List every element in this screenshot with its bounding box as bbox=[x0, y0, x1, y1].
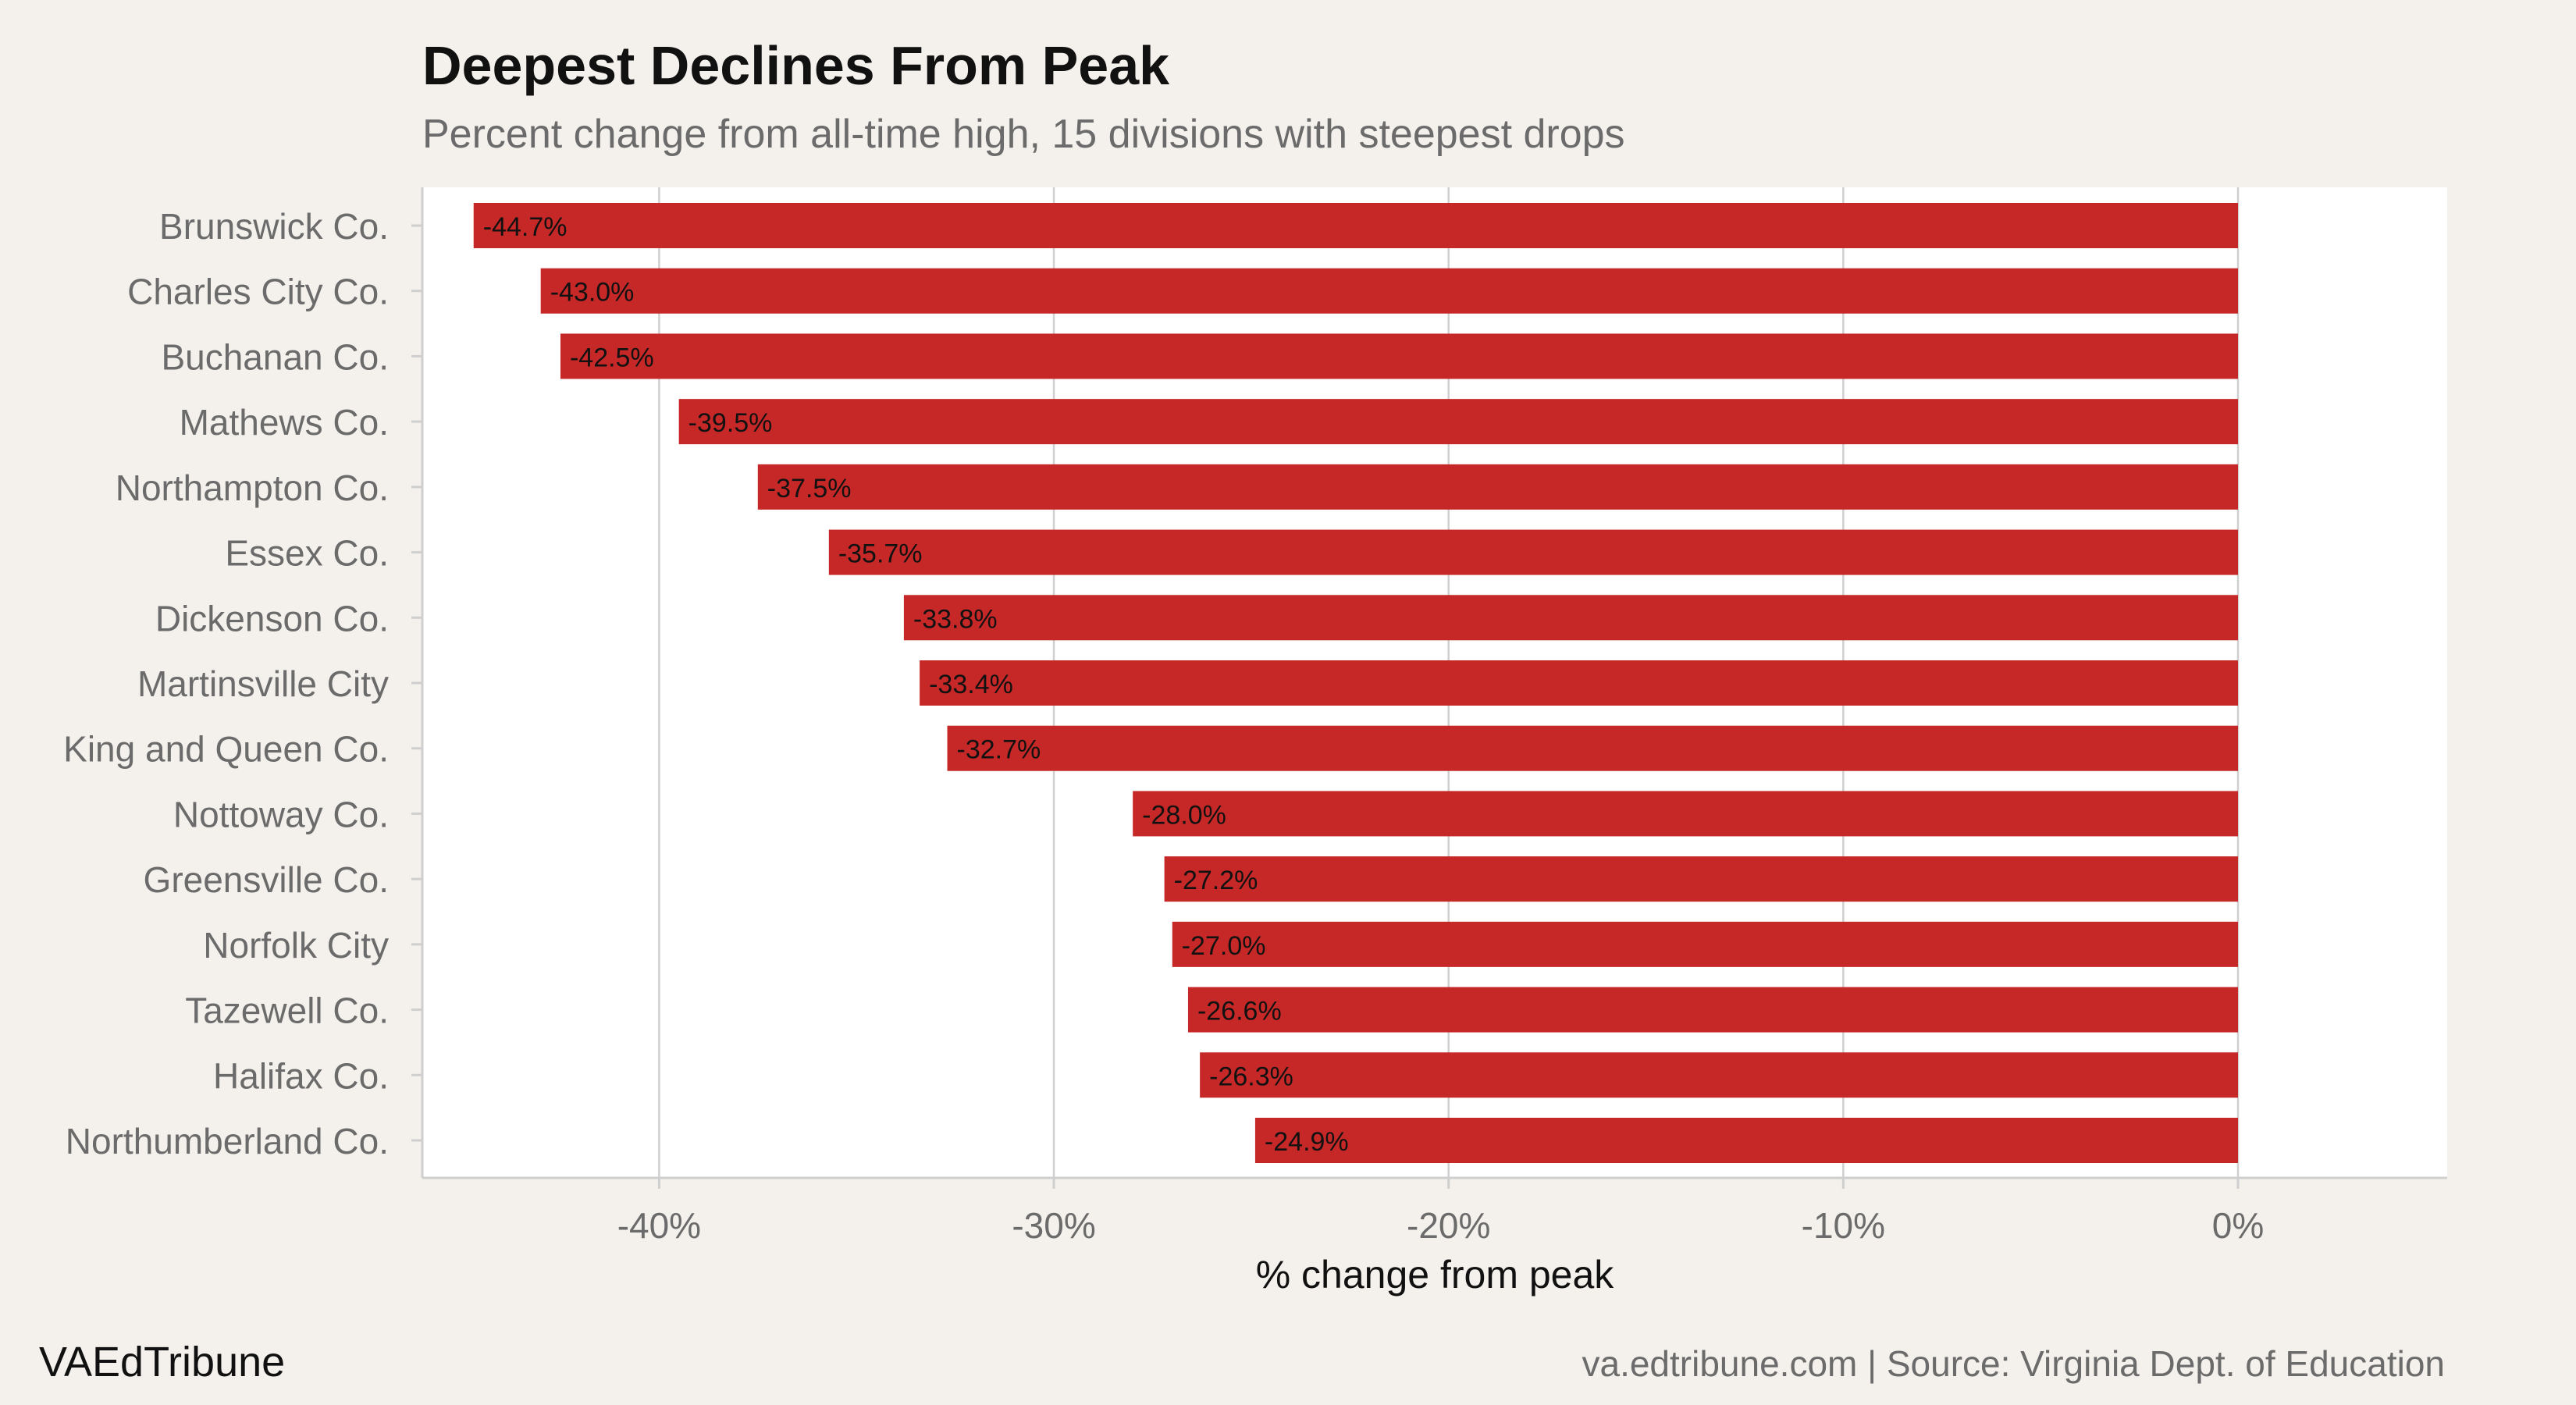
bar bbox=[473, 203, 2239, 248]
x-tick-label: -30% bbox=[1012, 1205, 1095, 1246]
chart-subtitle: Percent change from all-time high, 15 di… bbox=[422, 112, 1625, 157]
bar bbox=[540, 268, 2239, 314]
category-label: King and Queen Co. bbox=[63, 729, 389, 770]
bar-value-label: -27.0% bbox=[1182, 931, 1266, 961]
category-labels: Brunswick Co. Charles City Co. Buchanan Co… bbox=[63, 206, 422, 1161]
category-label: Northumberland Co. bbox=[66, 1121, 389, 1161]
bar bbox=[1172, 921, 2239, 967]
bar-value-label: -43.0% bbox=[550, 278, 635, 308]
bar-value-label: -33.4% bbox=[929, 670, 1013, 699]
x-tick-label: 0% bbox=[2212, 1205, 2264, 1246]
category-label: Nottoway Co. bbox=[173, 794, 389, 834]
x-axis-label: % change from peak bbox=[1256, 1253, 1615, 1297]
bar bbox=[920, 660, 2239, 706]
category-label: Martinsville City bbox=[137, 663, 389, 704]
bar bbox=[560, 333, 2239, 379]
x-tick-label: -20% bbox=[1407, 1205, 1490, 1246]
bars bbox=[473, 203, 2239, 1163]
x-tick-labels: -40% -30% -20% -10% 0% bbox=[617, 1205, 2265, 1246]
bar bbox=[678, 399, 2239, 445]
bar bbox=[903, 595, 2239, 641]
bar-value-label: -24.9% bbox=[1265, 1127, 1349, 1157]
bar-value-label: -27.2% bbox=[1174, 866, 1258, 895]
category-label: Halifax Co. bbox=[213, 1055, 389, 1096]
bar bbox=[1133, 791, 2239, 837]
category-label: Mathews Co. bbox=[180, 402, 389, 443]
category-label: Northampton Co. bbox=[116, 468, 389, 508]
bar bbox=[828, 529, 2239, 575]
bar-value-label: -42.5% bbox=[570, 343, 654, 372]
category-label: Brunswick Co. bbox=[159, 206, 389, 247]
bar-value-label: -39.5% bbox=[688, 408, 773, 438]
category-label: Tazewell Co. bbox=[185, 991, 389, 1031]
bar-value-label: -33.8% bbox=[913, 604, 998, 634]
category-label: Norfolk City bbox=[203, 925, 389, 966]
bar bbox=[1200, 1052, 2239, 1098]
bar-value-label: -37.5% bbox=[767, 474, 852, 503]
data-labels: -44.7% -43.0% -42.5% -39.5% -37.5% -35.7% -33.… bbox=[483, 212, 1349, 1157]
bar bbox=[1254, 1118, 2239, 1163]
x-tick-label: -40% bbox=[617, 1205, 701, 1246]
x-tick-label: -10% bbox=[1802, 1205, 1885, 1246]
bar-value-label: -35.7% bbox=[838, 539, 923, 569]
source-note: va.edtribune.com | Source: Virginia Dept… bbox=[1582, 1343, 2445, 1384]
bar-value-label: -26.6% bbox=[1197, 997, 1282, 1026]
bar bbox=[1164, 856, 2239, 902]
bar-value-label: -28.0% bbox=[1142, 800, 1226, 830]
bar-value-label: -26.3% bbox=[1209, 1062, 1293, 1091]
bar-value-label: -44.7% bbox=[483, 212, 568, 242]
category-label: Charles City Co. bbox=[127, 272, 389, 312]
brand-label: VAEdTribune bbox=[39, 1339, 286, 1385]
category-label: Greensville Co. bbox=[144, 859, 389, 900]
category-label: Buchanan Co. bbox=[161, 336, 389, 377]
chart-title: Deepest Declines From Peak bbox=[422, 35, 1170, 96]
bar-value-label: -32.7% bbox=[957, 735, 1041, 765]
category-label: Dickenson Co. bbox=[155, 598, 389, 638]
bar bbox=[757, 464, 2239, 510]
bar bbox=[1187, 987, 2239, 1033]
bar bbox=[947, 725, 2239, 771]
category-label: Essex Co. bbox=[225, 533, 389, 574]
